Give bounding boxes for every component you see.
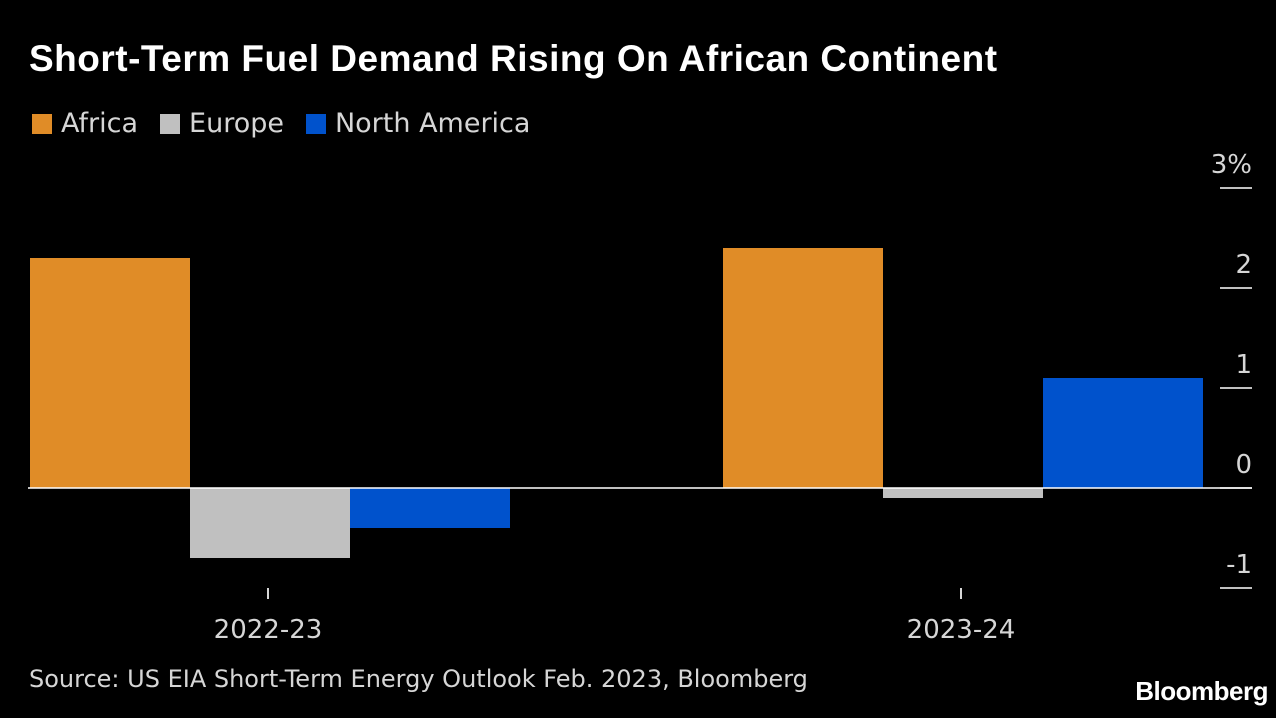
legend-label-europe: Europe <box>189 108 284 139</box>
bar-africa-2023-24 <box>723 248 883 488</box>
y-tick-label-2: 1 <box>1235 350 1252 380</box>
legend: Africa Europe North America <box>32 108 552 139</box>
bar-europe-2023-24 <box>883 488 1043 498</box>
legend-item-europe: Europe <box>160 108 284 139</box>
bar-europe-2022-23 <box>190 488 350 558</box>
chart-title: Short-Term Fuel Demand Rising On African… <box>29 38 998 79</box>
legend-label-north-america: North America <box>334 108 531 139</box>
y-tick-label-0: -1 <box>1226 550 1252 580</box>
legend-swatch-europe <box>160 113 181 134</box>
bar-north-america-2023-24 <box>1043 378 1203 488</box>
y-tick-label-4: 3% <box>1211 150 1252 180</box>
legend-label-africa: Africa <box>61 108 139 139</box>
y-tick-label-3: 2 <box>1235 250 1252 280</box>
bar-north-america-2022-23 <box>350 488 510 528</box>
y-tick-label-1: 0 <box>1235 450 1252 480</box>
legend-swatch-africa <box>32 113 52 134</box>
bar-africa-2022-23 <box>30 258 190 488</box>
x-tick-label-2023-24: 2023-24 <box>907 615 1016 645</box>
x-tick-label-2022-23: 2022-23 <box>214 615 323 645</box>
legend-item-africa: Africa <box>32 108 138 139</box>
legend-swatch-north-america <box>305 113 326 134</box>
source-note: Source: US EIA Short-Term Energy Outlook… <box>29 665 808 693</box>
legend-item-north-america: North America <box>305 108 531 139</box>
bloomberg-logo: Bloomberg <box>1135 676 1268 706</box>
